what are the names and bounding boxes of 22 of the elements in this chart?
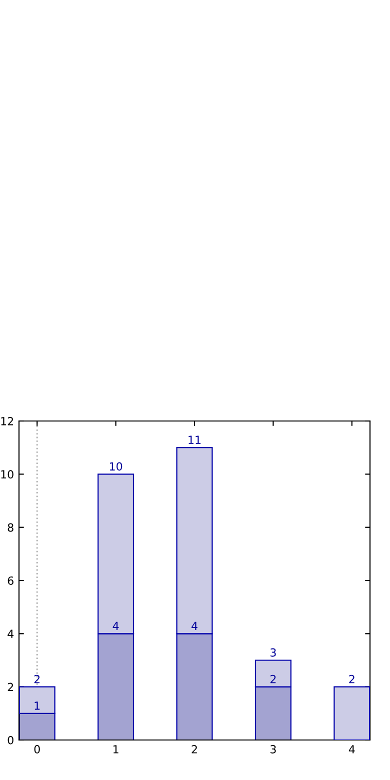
x-tick-label: 3 bbox=[270, 745, 276, 754]
y-tick-label: 8 bbox=[8, 523, 14, 532]
data-label: 4 bbox=[192, 622, 198, 630]
data-label: 4 bbox=[112, 622, 119, 630]
y-tick-label: 2 bbox=[8, 682, 14, 692]
total-label: 3 bbox=[270, 648, 276, 657]
x-tick-label: 2 bbox=[192, 745, 197, 754]
y-tick-label: 0 bbox=[8, 736, 14, 744]
total-label: 10 bbox=[110, 462, 122, 471]
x-tick-label: 4 bbox=[348, 745, 355, 754]
x-tick-label: 1 bbox=[113, 745, 118, 754]
y-tick-label: 12 bbox=[1, 416, 14, 426]
bar bbox=[334, 686, 370, 740]
x-tick-label: 0 bbox=[34, 745, 40, 754]
total-label: 2 bbox=[349, 674, 354, 684]
y-tick-label: 10 bbox=[1, 470, 14, 479]
y-tick-label: 6 bbox=[8, 576, 14, 585]
y-tick-label: 4 bbox=[8, 630, 14, 638]
data-label: 2 bbox=[270, 674, 276, 684]
total-label: 2 bbox=[34, 674, 40, 684]
total-label: 11 bbox=[188, 436, 201, 444]
data-label: 1 bbox=[34, 702, 40, 710]
